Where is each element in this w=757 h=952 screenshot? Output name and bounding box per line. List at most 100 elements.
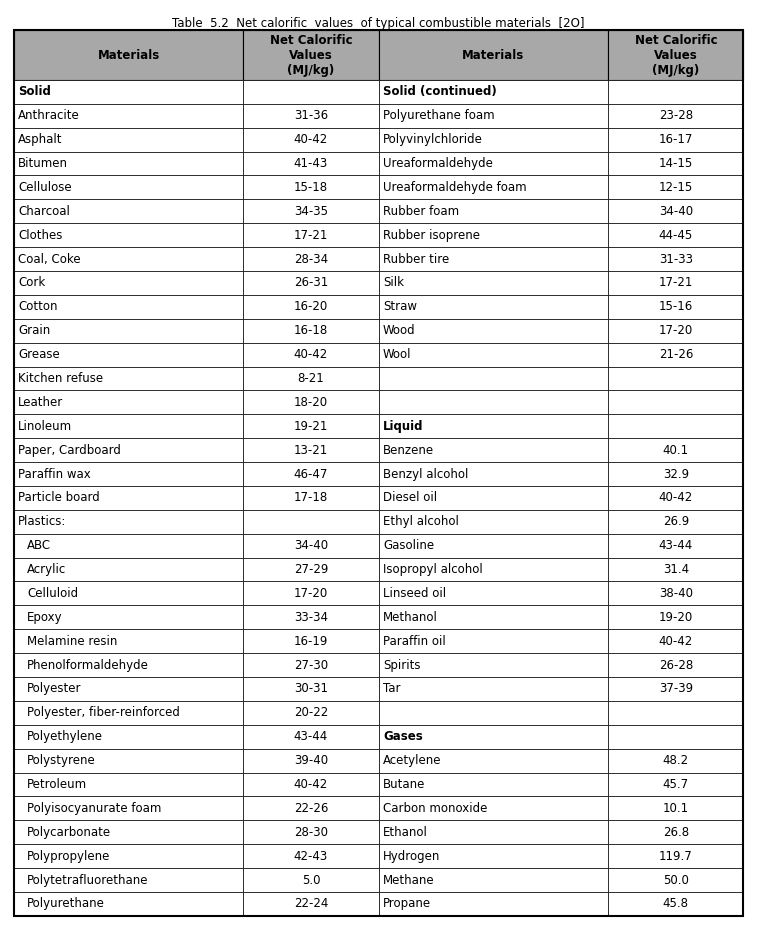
Bar — [14, 558, 244, 582]
Text: 26.8: 26.8 — [663, 825, 689, 839]
Bar — [244, 128, 378, 151]
Text: Solid (continued): Solid (continued) — [383, 86, 497, 98]
Bar — [14, 175, 244, 199]
Text: Net Calorific
Values
(MJ/kg): Net Calorific Values (MJ/kg) — [634, 33, 717, 77]
Text: 34-35: 34-35 — [294, 205, 328, 218]
Bar — [14, 30, 244, 80]
Text: 27-29: 27-29 — [294, 563, 329, 576]
Text: 32.9: 32.9 — [663, 467, 689, 481]
Text: Isopropyl alcohol: Isopropyl alcohol — [383, 563, 483, 576]
Bar — [14, 797, 244, 821]
Text: 16-19: 16-19 — [294, 635, 329, 647]
Bar — [609, 199, 743, 224]
Bar — [378, 295, 609, 319]
Text: 28-30: 28-30 — [294, 825, 328, 839]
Bar — [609, 797, 743, 821]
Text: Carbon monoxide: Carbon monoxide — [383, 802, 488, 815]
Text: Ureaformaldehyde: Ureaformaldehyde — [383, 157, 493, 170]
Text: 21-26: 21-26 — [659, 348, 693, 361]
Bar — [244, 558, 378, 582]
Text: Polycarbonate: Polycarbonate — [27, 825, 111, 839]
Text: Spirits: Spirits — [383, 659, 421, 671]
Bar — [244, 797, 378, 821]
Text: 42-43: 42-43 — [294, 849, 328, 863]
Text: Tar: Tar — [383, 683, 400, 696]
Bar — [378, 748, 609, 772]
Bar — [244, 724, 378, 748]
Text: 17-21: 17-21 — [659, 276, 693, 289]
Bar — [244, 701, 378, 724]
Text: Paper, Cardboard: Paper, Cardboard — [18, 444, 121, 457]
Text: Polyvinylchloride: Polyvinylchloride — [383, 133, 483, 147]
Bar — [609, 821, 743, 844]
Bar — [378, 343, 609, 367]
Text: 17-21: 17-21 — [294, 228, 329, 242]
Bar — [378, 677, 609, 701]
Text: Polytetrafluorethane: Polytetrafluorethane — [27, 874, 149, 886]
Bar — [378, 605, 609, 629]
Text: 14-15: 14-15 — [659, 157, 693, 170]
Text: Clothes: Clothes — [18, 228, 63, 242]
Text: 22-24: 22-24 — [294, 898, 329, 910]
Bar — [609, 390, 743, 414]
Text: Ureaformaldehyde foam: Ureaformaldehyde foam — [383, 181, 527, 194]
Bar — [609, 367, 743, 390]
Text: Polyurethane foam: Polyurethane foam — [383, 109, 494, 122]
Bar — [244, 748, 378, 772]
Text: 40-42: 40-42 — [294, 133, 328, 147]
Bar — [378, 797, 609, 821]
Text: 38-40: 38-40 — [659, 587, 693, 600]
Bar — [244, 677, 378, 701]
Bar — [378, 653, 609, 677]
Bar — [14, 605, 244, 629]
Text: Epoxy: Epoxy — [27, 611, 63, 624]
Bar — [14, 486, 244, 510]
Bar — [609, 295, 743, 319]
Bar — [14, 821, 244, 844]
Text: Ethyl alcohol: Ethyl alcohol — [383, 515, 459, 528]
Bar — [378, 224, 609, 248]
Bar — [378, 271, 609, 295]
Bar — [609, 486, 743, 510]
Bar — [378, 582, 609, 605]
Text: Diesel oil: Diesel oil — [383, 491, 437, 505]
Text: 40.1: 40.1 — [663, 444, 689, 457]
Bar — [14, 151, 244, 175]
Bar — [14, 104, 244, 128]
Text: Gasoline: Gasoline — [383, 539, 435, 552]
Text: Hydrogen: Hydrogen — [383, 849, 441, 863]
Bar — [14, 367, 244, 390]
Bar — [244, 582, 378, 605]
Text: 43-44: 43-44 — [294, 730, 328, 744]
Bar — [609, 319, 743, 343]
Text: 45.7: 45.7 — [663, 778, 689, 791]
Bar — [14, 271, 244, 295]
Text: Wood: Wood — [383, 325, 416, 337]
Bar — [14, 343, 244, 367]
Bar — [244, 605, 378, 629]
Bar — [378, 534, 609, 558]
Bar — [378, 892, 609, 916]
Text: Table  5.2  Net calorific  values  of typical combustible materials  [2O]: Table 5.2 Net calorific values of typica… — [173, 17, 584, 30]
Bar — [244, 629, 378, 653]
Bar — [609, 175, 743, 199]
Bar — [609, 104, 743, 128]
Text: Polypropylene: Polypropylene — [27, 849, 111, 863]
Text: Methanol: Methanol — [383, 611, 438, 624]
Text: 34-40: 34-40 — [294, 539, 328, 552]
Bar — [378, 438, 609, 462]
Text: 5.0: 5.0 — [302, 874, 320, 886]
Bar — [14, 510, 244, 534]
Bar — [14, 582, 244, 605]
Bar — [609, 438, 743, 462]
Bar — [378, 248, 609, 271]
Bar — [378, 486, 609, 510]
Bar — [244, 772, 378, 797]
Text: Methane: Methane — [383, 874, 435, 886]
Bar — [14, 224, 244, 248]
Text: 17-20: 17-20 — [294, 587, 328, 600]
Bar — [14, 629, 244, 653]
Text: Polyethylene: Polyethylene — [27, 730, 103, 744]
Bar — [244, 80, 378, 104]
Bar — [14, 844, 244, 868]
